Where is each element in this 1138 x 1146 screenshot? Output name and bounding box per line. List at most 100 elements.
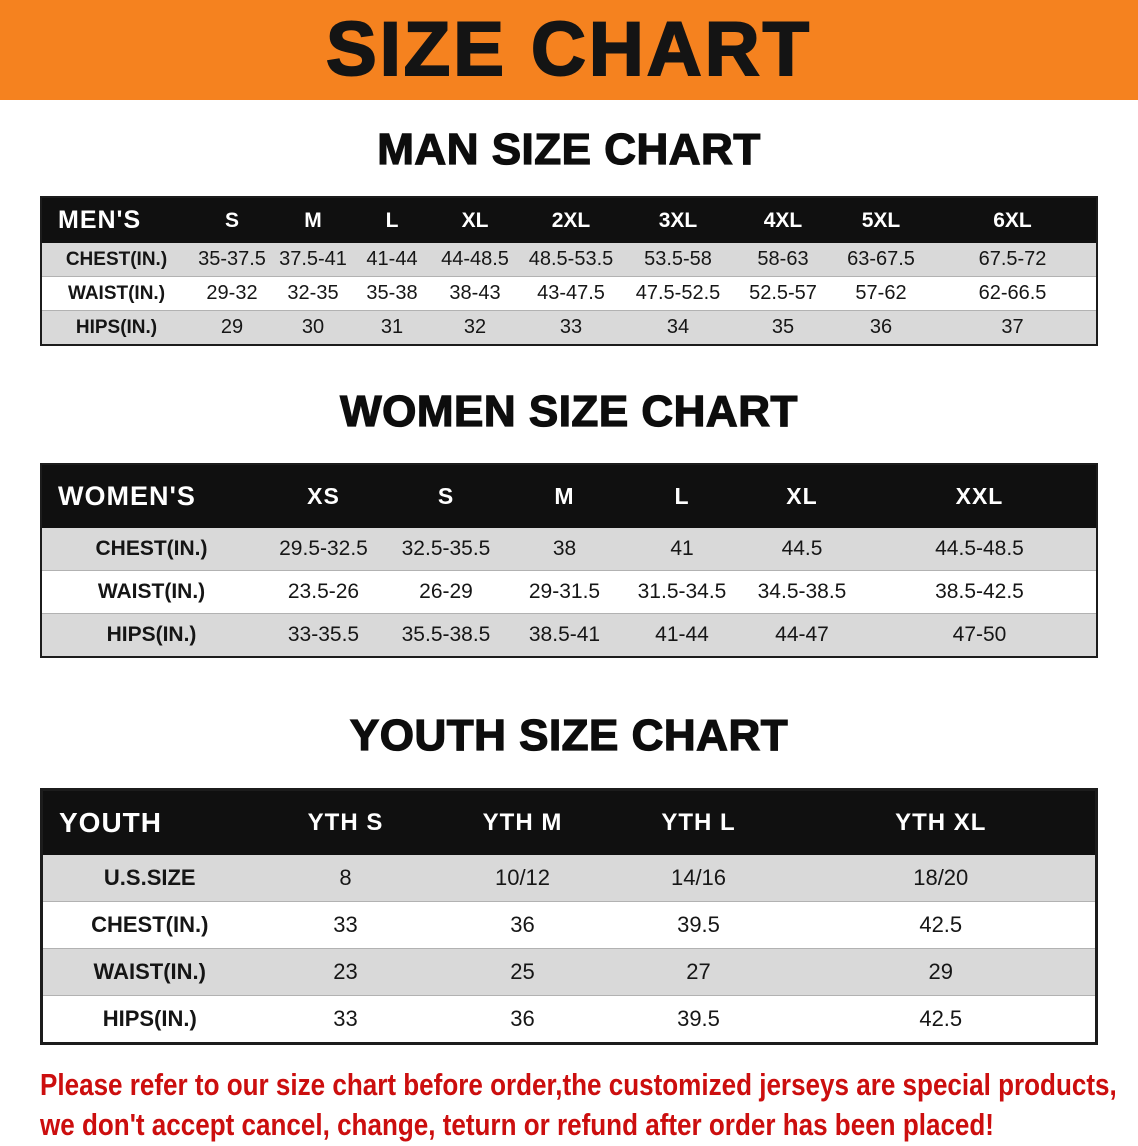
measurement-row: CHEST(IN.) 33 36 39.5 42.5 bbox=[41, 902, 1097, 949]
measurement-row: WAIST(IN.) 23.5-26 26-29 29-31.5 31.5-34.5 34… bbox=[41, 570, 1097, 614]
table-title-cell: MEN'S bbox=[41, 197, 191, 244]
size-value-cell: 44.5-48.5 bbox=[935, 536, 1024, 560]
size-value-cell: 43-47.5 bbox=[537, 282, 605, 305]
size-value-cell: 52.5-57 bbox=[749, 282, 817, 305]
size-column-header: L bbox=[353, 197, 431, 244]
size-column-header: M bbox=[273, 197, 353, 244]
row-label: HIPS(IN.) bbox=[75, 316, 158, 338]
table-title-cell: WOMEN'S bbox=[41, 463, 261, 528]
size-value-cell: 33 bbox=[559, 316, 583, 339]
size-value-cell: 32-35 bbox=[287, 282, 339, 305]
size-value-cell: 41 bbox=[670, 536, 694, 560]
size-column-header: XS bbox=[261, 463, 386, 528]
size-value-cell: 29-32 bbox=[206, 282, 258, 305]
size-column-header: S bbox=[191, 197, 273, 244]
size-value-cell: 23 bbox=[333, 959, 358, 985]
size-value-cell: 33 bbox=[333, 1006, 358, 1032]
size-value-cell: 38 bbox=[552, 536, 577, 560]
size-value-cell: 44.5 bbox=[781, 536, 823, 560]
size-value-cell: 23.5-26 bbox=[287, 579, 360, 603]
size-value-cell: 18/20 bbox=[913, 865, 969, 891]
table-header-row: MEN'S S M L XL 2XL 3XL 4XL 5XL 6XL bbox=[41, 197, 1097, 244]
size-value-cell: 35-38 bbox=[366, 282, 418, 305]
measurement-row: CHEST(IN.) 29.5-32.5 32.5-35.5 38 41 44.5 44.5… bbox=[41, 527, 1097, 571]
size-value-cell: 67.5-72 bbox=[978, 248, 1047, 271]
size-value-cell: 29 bbox=[928, 959, 953, 985]
size-column-header: 5XL bbox=[833, 197, 929, 244]
banner: SIZE CHART bbox=[0, 0, 1138, 100]
row-label: CHEST(IN.) bbox=[95, 536, 208, 560]
youth-section-heading: YOUTH SIZE CHART bbox=[349, 710, 789, 760]
measurement-row: CHEST(IN.) 35-37.5 37.5-41 41-44 44-48.5 48.5… bbox=[41, 243, 1097, 277]
size-value-cell: 41-44 bbox=[366, 248, 418, 271]
size-value-cell: 37 bbox=[1001, 316, 1024, 339]
size-column-header: YTH XL bbox=[786, 789, 1097, 856]
table-header-row: WOMEN'S XS S M L XL XXL bbox=[41, 463, 1097, 528]
men-size-section: MAN SIZE CHART MEN'S S M L XL 2XL 3XL 4XL 5XL 6XL… bbox=[0, 124, 1138, 347]
size-value-cell: 38-43 bbox=[449, 282, 501, 305]
size-value-cell: 57-62 bbox=[855, 282, 907, 305]
size-column-header: 3XL bbox=[623, 197, 733, 244]
size-value-cell: 29 bbox=[220, 316, 244, 339]
size-value-cell: 25 bbox=[510, 959, 535, 985]
size-column-header: S bbox=[386, 463, 506, 528]
row-label: CHEST(IN.) bbox=[91, 912, 209, 938]
row-label: HIPS(IN.) bbox=[102, 1006, 197, 1032]
size-value-cell: 36 bbox=[869, 316, 893, 339]
measurement-row: U.S.SIZE 8 10/12 14/16 18/20 bbox=[41, 855, 1097, 902]
size-value-cell: 44-48.5 bbox=[441, 248, 509, 271]
size-value-cell: 39.5 bbox=[677, 1006, 720, 1032]
youth-size-section: YOUTH SIZE CHART YOUTH YTH S YTH M YTH L YTH… bbox=[0, 710, 1138, 1046]
size-column-header: YTH S bbox=[256, 789, 435, 856]
measurement-row: HIPS(IN.) 29 30 31 32 33 34 35 36 37 bbox=[41, 310, 1097, 346]
women-size-table: WOMEN'S XS S M L XL XXL CHEST(IN.) 29.5-32.5 32.5… bbox=[40, 462, 1098, 658]
size-value-cell: 34 bbox=[666, 316, 690, 339]
size-value-cell: 48.5-53.5 bbox=[528, 248, 614, 271]
footer-line-2: we don't accept cancel, change, teturn o… bbox=[40, 1107, 994, 1143]
size-value-cell: 35-37.5 bbox=[198, 248, 266, 271]
size-value-cell: 36 bbox=[510, 912, 535, 938]
size-column-header: XL bbox=[741, 463, 863, 528]
size-value-cell: 27 bbox=[686, 959, 711, 985]
women-section-heading: WOMEN SIZE CHART bbox=[339, 387, 798, 437]
size-value-cell: 29.5-32.5 bbox=[279, 536, 368, 560]
footer-line-1: Please refer to our size chart before or… bbox=[40, 1067, 1117, 1103]
measurement-row: WAIST(IN.) 29-32 32-35 35-38 38-43 43-47.5 47.… bbox=[41, 277, 1097, 311]
size-value-cell: 63-67.5 bbox=[847, 248, 915, 271]
size-column-header: YTH L bbox=[610, 789, 787, 856]
size-value-cell: 53.5-58 bbox=[644, 248, 712, 271]
size-value-cell: 37.5-41 bbox=[279, 248, 347, 271]
footer-note: Please refer to our size chart before or… bbox=[40, 1065, 1138, 1146]
row-label: U.S.SIZE bbox=[103, 865, 196, 891]
row-label: HIPS(IN.) bbox=[106, 622, 197, 646]
size-value-cell: 33-35.5 bbox=[287, 622, 360, 646]
size-column-header: 4XL bbox=[733, 197, 833, 244]
size-value-cell: 8 bbox=[339, 865, 352, 891]
women-size-section: WOMEN SIZE CHART WOMEN'S XS S M L XL XXL CHEST(… bbox=[0, 387, 1138, 658]
size-value-cell: 42.5 bbox=[919, 1006, 963, 1032]
size-value-cell: 44-47 bbox=[775, 622, 829, 646]
size-value-cell: 35.5-38.5 bbox=[401, 622, 491, 646]
size-value-cell: 31 bbox=[380, 316, 404, 339]
youth-size-table: YOUTH YTH S YTH M YTH L YTH XL U.S.SIZE 8 10/12… bbox=[40, 788, 1098, 1046]
size-column-header: L bbox=[623, 463, 741, 528]
size-column-header: 2XL bbox=[519, 197, 623, 244]
size-value-cell: 33 bbox=[333, 912, 358, 938]
size-column-header: YTH M bbox=[434, 789, 611, 856]
men-size-table: MEN'S S M L XL 2XL 3XL 4XL 5XL 6XL CHEST(IN.) 35-37… bbox=[40, 196, 1098, 347]
row-label: WAIST(IN.) bbox=[67, 282, 166, 304]
size-value-cell: 62-66.5 bbox=[978, 282, 1047, 305]
size-value-cell: 36 bbox=[510, 1006, 535, 1032]
size-value-cell: 38.5-41 bbox=[528, 622, 601, 646]
size-value-cell: 32 bbox=[463, 316, 487, 339]
size-value-cell: 26-29 bbox=[419, 579, 473, 603]
measurement-row: HIPS(IN.) 33-35.5 35.5-38.5 38.5-41 41-44 44-… bbox=[41, 613, 1097, 657]
size-value-cell: 47.5-52.5 bbox=[635, 282, 721, 305]
table-title-cell: YOUTH bbox=[41, 789, 257, 856]
size-value-cell: 35 bbox=[771, 316, 795, 339]
size-value-cell: 31.5-34.5 bbox=[637, 579, 727, 603]
size-value-cell: 14/16 bbox=[670, 865, 727, 891]
men-section-heading: MAN SIZE CHART bbox=[377, 124, 761, 174]
size-value-cell: 30 bbox=[301, 316, 325, 339]
